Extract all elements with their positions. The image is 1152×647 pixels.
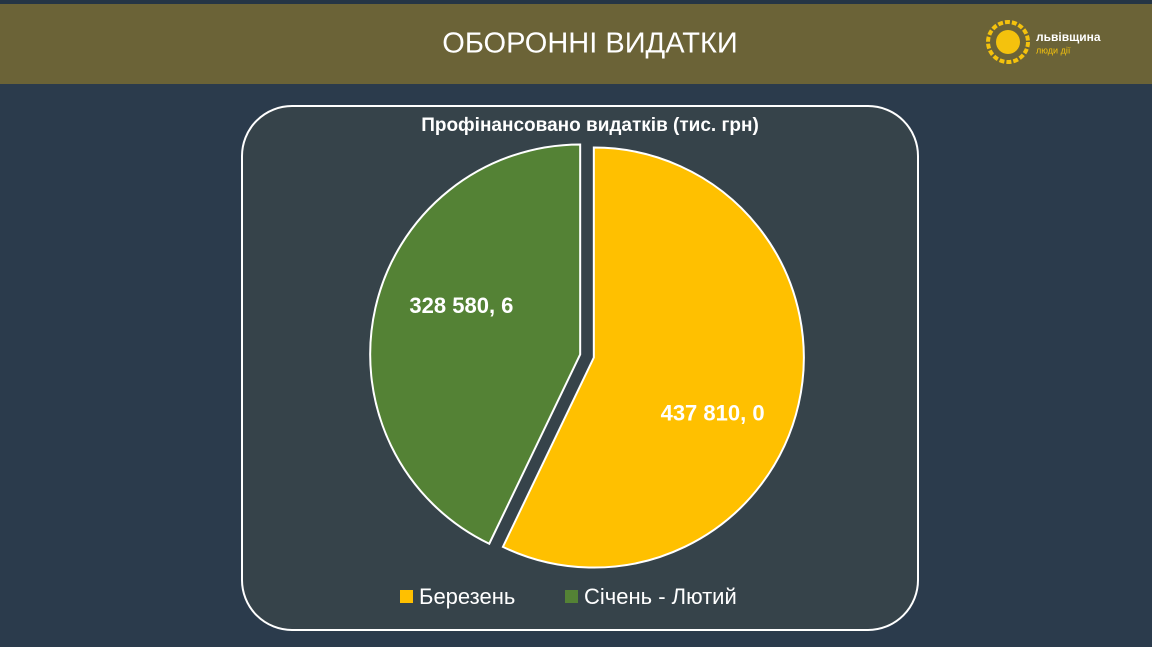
legend: Березень Січень - Лютий [400, 584, 737, 609]
logo: львівщина люди дії [986, 20, 1101, 64]
legend-label: Січень - Лютий [584, 584, 737, 609]
legend-swatch [400, 590, 413, 603]
data-label: 328 580, 6 [409, 293, 513, 318]
pie-slice [501, 146, 805, 569]
logo-tagline: люди дії [1036, 45, 1071, 55]
logo-core [996, 30, 1020, 54]
chart-title: Профінансовано видатків (тис. грн) [421, 115, 759, 136]
slide-title: ОБОРОННІ ВИДАТКИ [442, 28, 737, 60]
logo-ring [986, 20, 1030, 64]
legend-label: Березень [419, 584, 515, 609]
pie: 437 810, 0 328 580, 6 [369, 143, 805, 569]
logo-name: львівщина [1036, 30, 1101, 44]
top-strip [0, 0, 1152, 4]
legend-swatch [565, 590, 578, 603]
data-label: 437 810, 0 [661, 400, 765, 425]
banner [0, 4, 1152, 84]
pie-slice [369, 143, 582, 546]
